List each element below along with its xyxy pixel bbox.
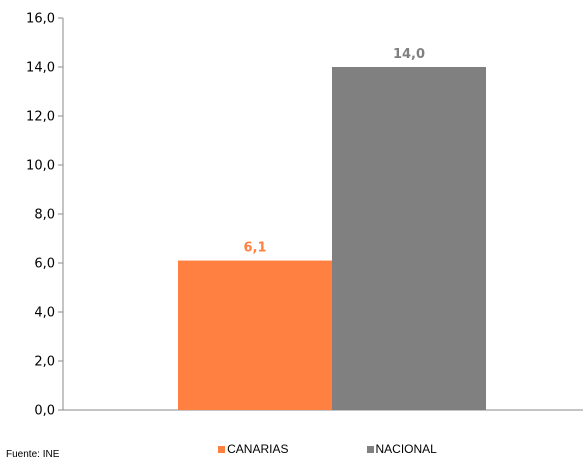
y-tick-label: 4,0 xyxy=(34,306,55,321)
source-note: Fuente: INE xyxy=(6,449,60,460)
bar-nacional xyxy=(332,67,486,410)
bar-canarias xyxy=(178,260,332,410)
legend-swatch-nacional xyxy=(366,445,374,453)
y-tick-label: 8,0 xyxy=(34,208,55,223)
y-tick-label: 14,0 xyxy=(26,61,55,76)
y-tick-label: 6,0 xyxy=(34,257,55,272)
data-label-canarias: 6,1 xyxy=(243,241,266,256)
y-tick-label: 16,0 xyxy=(26,12,55,27)
y-tick-label: 2,0 xyxy=(34,355,55,370)
data-label-nacional: 14,0 xyxy=(393,47,425,62)
y-tick-label: 10,0 xyxy=(26,159,55,174)
y-tick-label: 12,0 xyxy=(26,110,55,125)
legend-item-nacional: NACIONAL xyxy=(307,441,437,457)
legend: CANARIAS NACIONAL xyxy=(0,441,585,457)
legend-label-canarias: CANARIAS xyxy=(227,442,289,456)
legend-label-nacional: NACIONAL xyxy=(375,442,437,456)
y-tick-label: 0,0 xyxy=(34,404,55,419)
legend-item-canarias: CANARIAS xyxy=(148,441,289,457)
legend-swatch-canarias xyxy=(218,445,226,453)
